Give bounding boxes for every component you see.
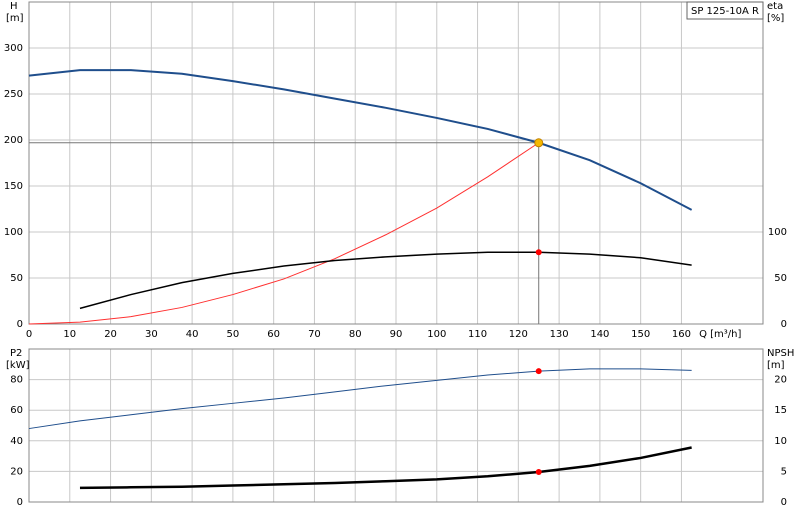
y-axis-label: H [10,1,18,12]
y-tick-label: 100 [4,227,23,238]
y2-axis-unit: [m] [767,360,785,371]
y-tick-label: 300 [4,43,23,54]
legend-text: SP 125-10A R [691,6,759,17]
duty-point [535,249,542,256]
x-tick-label: 60 [267,329,280,340]
duty-point [535,368,542,375]
x-tick-label: 20 [104,329,117,340]
x-axis-label: Q [m³/h] [699,329,741,340]
y-tick-label: 80 [10,375,23,386]
x-tick-label: 0 [26,329,32,340]
y2-axis-unit: [%] [767,13,784,24]
curve-npsh [79,446,692,490]
x-tick-label: 40 [186,329,199,340]
duty-point [534,138,544,148]
y-tick-label: 40 [10,436,23,447]
x-tick-label: 160 [672,329,691,340]
x-tick-label: 130 [550,329,569,340]
y-tick-label: 50 [10,273,23,284]
y-tick-label: 20 [10,466,23,477]
y2-tick-label: 5 [781,466,787,477]
x-tick-label: 90 [390,329,403,340]
y-tick-label: 0 [17,497,23,508]
y-tick-label: 150 [4,181,23,192]
y-axis-unit: [kW] [6,360,30,371]
x-tick-label: 80 [349,329,362,340]
y2-tick-label: 20 [774,375,787,386]
duty-point [535,469,542,476]
y-axis-unit: [m] [6,13,24,24]
curve-system [28,142,539,325]
legend-box [686,1,764,20]
curve-h [28,69,693,211]
curve-p2 [28,368,692,430]
curve-eta [79,251,692,310]
y-tick-label: 200 [4,135,23,146]
y2-tick-label: 0 [781,497,787,508]
x-tick-label: 110 [468,329,487,340]
x-tick-label: 10 [63,329,76,340]
x-tick-label: 70 [308,329,321,340]
y2-tick-label: 15 [774,405,787,416]
x-tick-label: 30 [145,329,158,340]
x-tick-label: 150 [631,329,650,340]
y-tick-label: 60 [10,405,23,416]
y2-tick-label: 10 [774,436,787,447]
plot-frame [28,1,764,325]
y2-tick-label: 50 [774,273,787,284]
y-tick-label: 0 [17,319,23,330]
plot-frame [28,348,764,503]
y2-tick-label: 100 [768,227,787,238]
x-tick-label: 100 [427,329,446,340]
x-tick-label: 120 [509,329,528,340]
y-tick-label: 250 [4,89,23,100]
x-tick-label: 140 [590,329,609,340]
y-axis-label: P2 [10,348,22,359]
y2-axis-label: NPSH [767,348,794,359]
y2-tick-label: 0 [781,319,787,330]
x-tick-label: 50 [227,329,240,340]
y2-axis-label: eta [767,1,783,12]
